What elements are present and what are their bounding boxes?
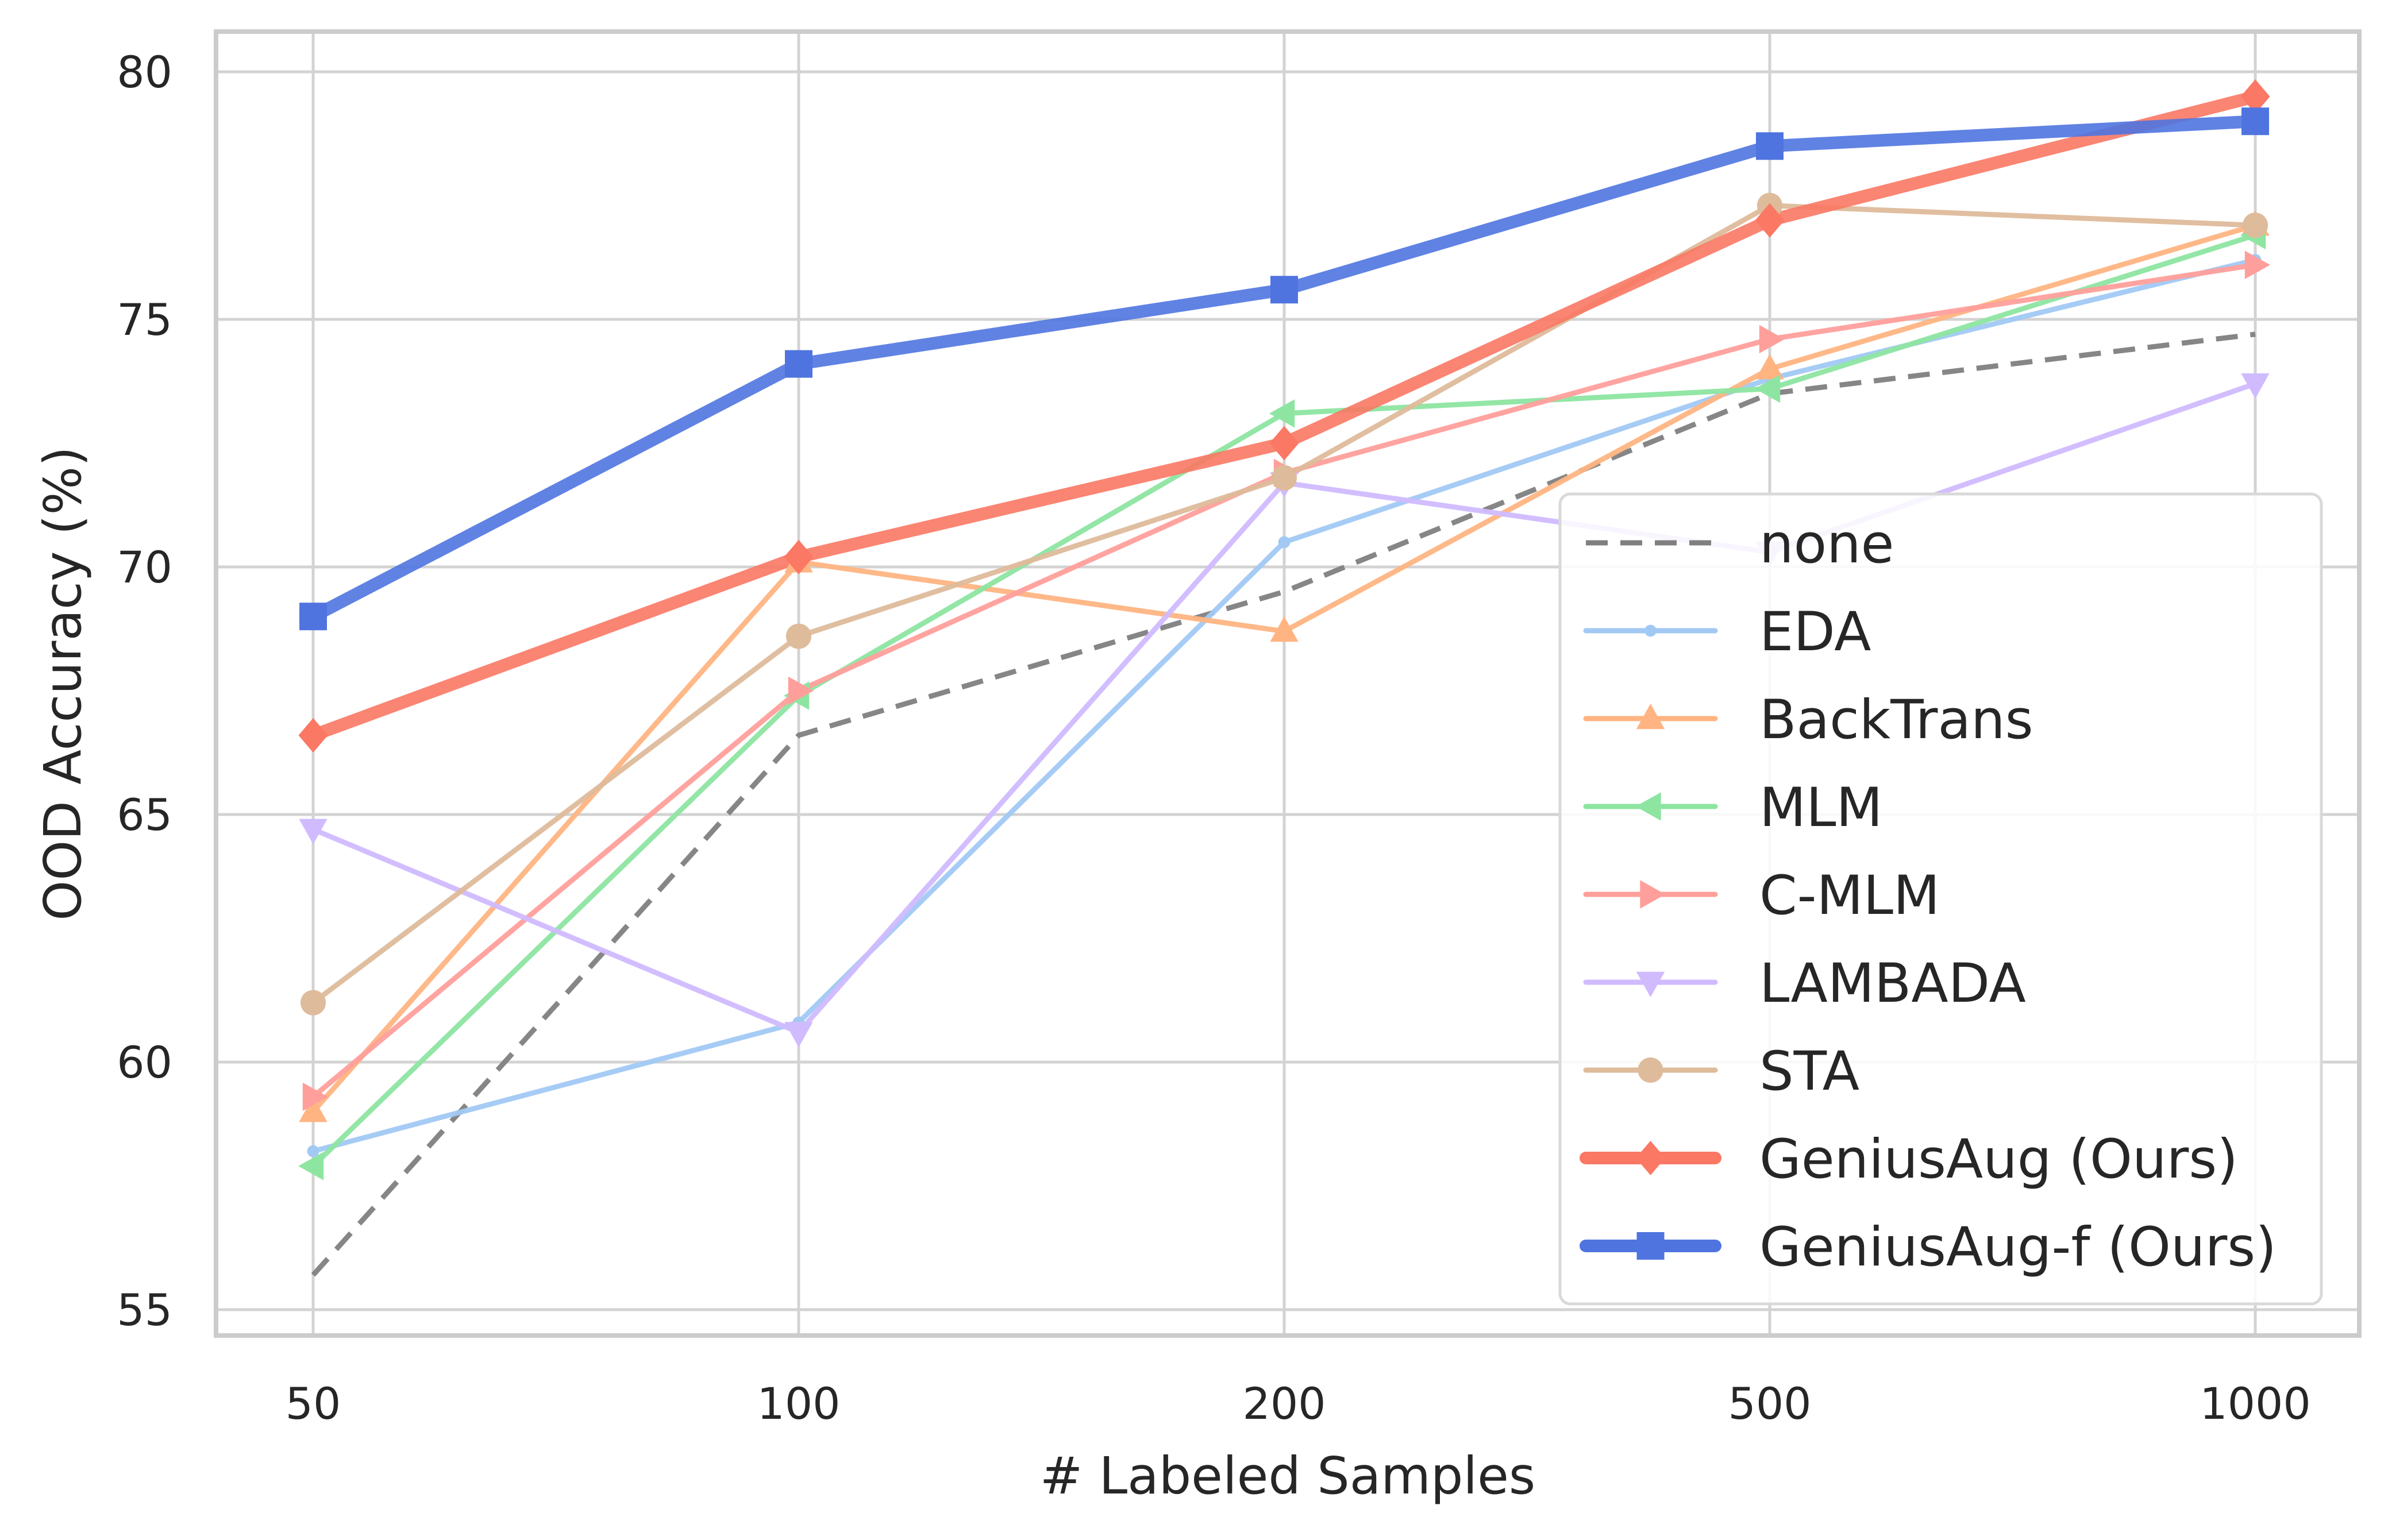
legend-box [1558,492,2323,1306]
data-point [1271,465,1297,491]
legend-marker [1636,1232,1665,1260]
legend-label: MLM [1759,777,1883,839]
data-point [2242,213,2268,238]
legend-marker [1636,704,1665,730]
series-line-none [311,331,2256,1277]
data-point [784,1022,813,1048]
data-point [1270,616,1299,642]
data-point [307,1145,319,1157]
data-point [299,819,328,844]
data-point [1269,399,1295,428]
legend-marker [1638,1057,1663,1083]
x-tick-label: 200 [1242,1378,1326,1429]
data-point [2240,79,2270,114]
legend-label: GeniusAug-f (Ours) [1759,1216,2277,1279]
legend-marker [1636,1141,1665,1175]
data-point [302,1082,328,1111]
data-point [299,1097,328,1122]
legend-marker [1644,624,1657,637]
data-point [1269,426,1299,461]
legend-label: LAMBADA [1759,952,2026,1015]
y-axis-label: OOD Accuracy (%) [33,446,93,921]
legend-label: EDA [1759,601,1871,663]
data-point [298,1152,324,1180]
legend-label: BackTrans [1759,689,2033,751]
data-point [1755,203,1785,238]
data-point [1759,325,1785,354]
y-tick-label: 80 [117,47,172,98]
legend-label: C-MLM [1759,864,1940,927]
y-tick-label: 70 [117,542,172,593]
data-point [299,603,327,631]
data-point [1755,374,1781,403]
legend: none EDA BackTrans MLM C-MLM LAMBADA STA Genius… [1558,492,2323,1306]
tick-labels: 50 100 200 500 1000 55 60 65 70 75 80 [117,47,2310,1429]
series-markers [298,79,2270,1180]
y-tick-label: 60 [117,1037,172,1088]
data-point [2244,250,2270,279]
legend-marker [1636,971,1665,997]
x-tick-label: 100 [757,1378,840,1429]
plot-frame [214,29,2362,1338]
y-tick-label: 75 [117,294,172,345]
data-point [300,990,326,1016]
x-tick-label: 50 [286,1378,341,1429]
data-point [785,623,812,649]
legend-label: none [1759,513,1894,576]
data-point [1270,276,1298,304]
x-axis-label: # Labeled Samples [1040,1446,1536,1506]
data-point [1278,536,1291,549]
x-tick-label: 500 [1728,1378,1811,1429]
y-tick-label: 65 [117,789,172,840]
data-point [1756,132,1784,160]
data-point [2241,107,2269,136]
legend-label: STA [1759,1040,1859,1103]
data-point [1755,354,1784,380]
data-point [784,539,814,574]
legend-marker [1635,792,1661,821]
data-point [785,350,812,378]
legend-label: GeniusAug (Ours) [1759,1128,2238,1191]
data-point [788,676,814,705]
data-point [2241,373,2270,399]
y-tick-label: 55 [117,1284,172,1336]
data-point [298,718,328,753]
legend-marker [1640,880,1666,909]
x-tick-label: 1000 [2200,1378,2310,1429]
